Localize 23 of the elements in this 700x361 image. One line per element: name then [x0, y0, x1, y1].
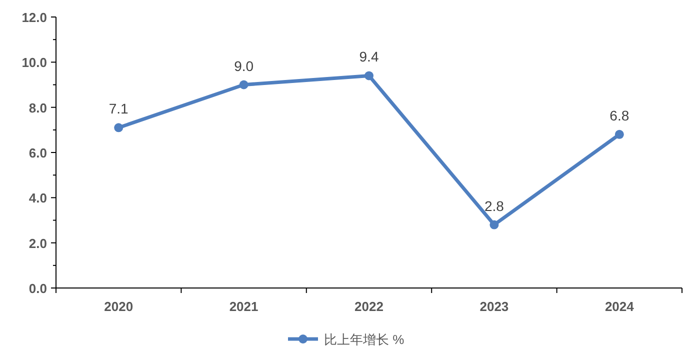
y-tick-label: 6.0 [28, 146, 47, 160]
x-tick-label: 2023 [480, 299, 509, 314]
point [239, 80, 248, 90]
point [114, 123, 124, 132]
y-tick-label: 12.0 [22, 10, 47, 25]
point [490, 220, 499, 230]
data-label: 9.4 [359, 48, 379, 65]
data-label: 2.8 [484, 198, 504, 214]
y-tick-label: 10.0 [22, 55, 47, 70]
x-tick-label: 2020 [104, 299, 134, 314]
y-tick-label: 0.0 [28, 281, 47, 296]
x-tick-label: 2021 [229, 299, 258, 314]
point [364, 71, 374, 80]
data-label: 7.1 [108, 100, 129, 117]
legend-label: 比上年增长 % [324, 332, 405, 347]
x-tick-label: 2022 [354, 299, 384, 314]
y-tick-label: 4.0 [28, 190, 47, 206]
data-label: 9.0 [234, 58, 254, 74]
data-label: 6.8 [610, 107, 630, 124]
y-tick-label: 8.0 [28, 100, 47, 116]
point [614, 130, 624, 139]
y-tick-label: 2.0 [28, 236, 47, 251]
x-tick-label: 2024 [604, 299, 635, 314]
